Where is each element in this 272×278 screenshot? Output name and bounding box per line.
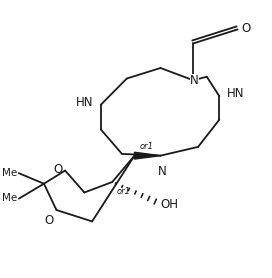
Polygon shape (134, 152, 160, 159)
Text: O: O (242, 22, 251, 34)
Text: O: O (44, 214, 53, 227)
Text: Me: Me (2, 168, 18, 178)
Text: or1: or1 (117, 187, 131, 196)
Text: HN: HN (76, 96, 94, 109)
Text: Me: Me (2, 193, 18, 203)
Text: OH: OH (161, 198, 179, 211)
Text: N: N (190, 74, 199, 87)
Text: O: O (53, 163, 63, 176)
Text: N: N (157, 165, 166, 178)
Text: or1: or1 (139, 142, 153, 151)
Text: HN: HN (227, 88, 244, 100)
